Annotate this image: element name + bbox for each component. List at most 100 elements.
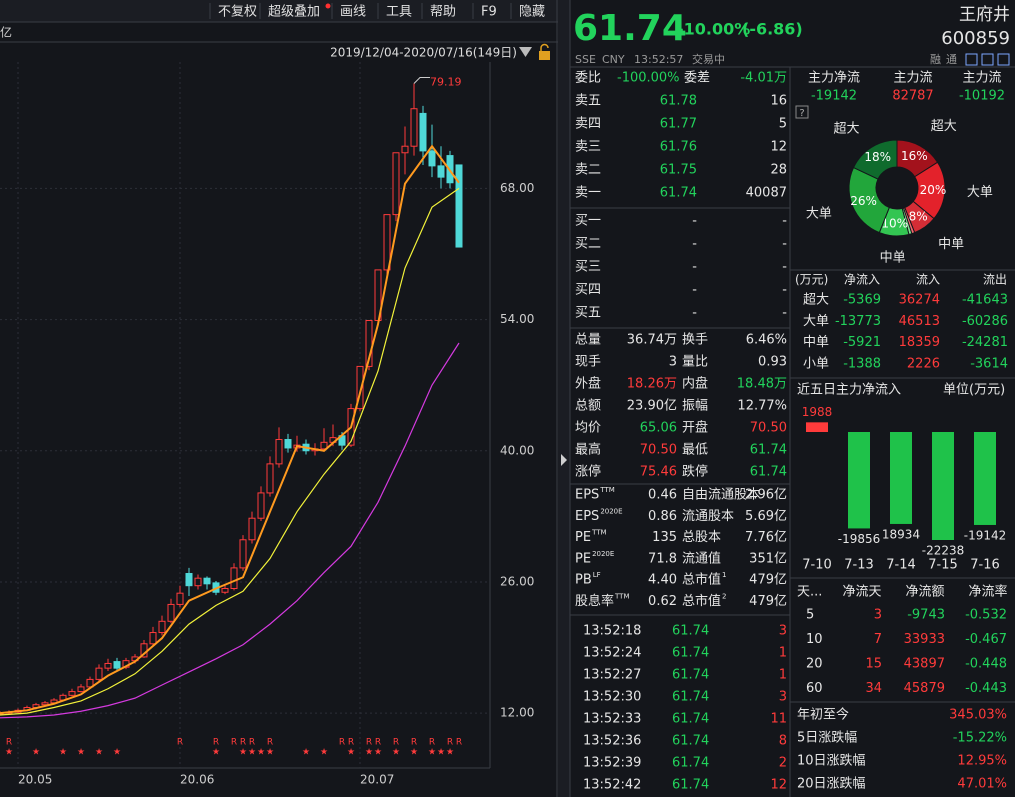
fund-label: EPS xyxy=(575,488,599,503)
order-volume: 5 xyxy=(779,117,787,132)
help-box[interactable] xyxy=(795,105,809,119)
tick-time: 13:52:24 xyxy=(583,646,641,661)
stat-label: 开盘 xyxy=(682,420,708,436)
table-label: 中单 xyxy=(803,335,829,350)
signal: R xyxy=(231,738,237,748)
signal: ★ xyxy=(32,748,40,758)
fund-value: 71.8 xyxy=(648,551,677,566)
stat-label: 现手 xyxy=(575,355,601,370)
toolbar-button[interactable]: 画线 xyxy=(340,5,366,20)
toolbar-button[interactable]: 不复权 xyxy=(218,4,257,20)
range-dropdown[interactable] xyxy=(519,47,532,57)
tick-time: 13:52:39 xyxy=(583,756,641,771)
stat-label: 总量 xyxy=(575,333,601,348)
toolbar-button[interactable]: 隐藏 xyxy=(519,5,545,20)
order-volume: - xyxy=(782,260,787,275)
return-value: 47.01% xyxy=(957,777,1007,792)
candle-body xyxy=(248,517,256,541)
candle-body xyxy=(113,661,121,669)
signal: ★ xyxy=(437,748,445,758)
high-leader xyxy=(413,77,430,84)
toolbar-button[interactable]: 帮助 xyxy=(430,5,456,20)
order-price: - xyxy=(692,306,697,321)
lock-icon[interactable] xyxy=(539,43,550,60)
fund-sup: 2020E xyxy=(600,507,622,515)
order-volume: 28 xyxy=(770,163,787,178)
order-level: 买二 xyxy=(575,237,601,252)
fund-value: 0.62 xyxy=(648,594,677,609)
toolbar-button[interactable]: 工具 xyxy=(386,5,412,20)
table-header: 流出 xyxy=(983,273,1007,287)
order-price: 61.78 xyxy=(660,94,697,109)
flow-label: 主力净流 xyxy=(808,71,860,86)
toolbar-button[interactable]: F9 xyxy=(481,5,497,20)
order-price: 61.77 xyxy=(660,117,697,132)
signal: ★ xyxy=(347,748,355,758)
flow-value: -10192 xyxy=(959,89,1005,104)
signal: ★ xyxy=(374,748,382,758)
signal: ★ xyxy=(59,748,67,758)
tick-price: 61.74 xyxy=(672,690,709,705)
fund-value: 4.40 xyxy=(648,573,677,588)
table-cell: -60286 xyxy=(962,314,1008,329)
fund-label: 总市值 xyxy=(682,593,721,609)
return-label: 5日涨跌幅 xyxy=(797,730,857,746)
tick-price: 61.74 xyxy=(672,646,709,661)
table-cell: 7 xyxy=(874,632,882,647)
tick-volume: 11 xyxy=(770,712,787,727)
stat-value: 65.06 xyxy=(640,421,677,436)
icon[interactable] xyxy=(981,53,994,66)
icon[interactable] xyxy=(997,53,1010,66)
signal: R xyxy=(249,738,255,748)
icon[interactable] xyxy=(965,53,978,66)
tick-volume: 8 xyxy=(779,734,787,749)
table-cell: -9743 xyxy=(907,608,945,623)
fund-value: 0.46 xyxy=(648,488,677,503)
help-icon[interactable]: ? xyxy=(799,108,804,119)
tick-volume: 12 xyxy=(770,778,787,793)
fund-label: 流通值 xyxy=(682,550,721,566)
collapse-bar[interactable] xyxy=(558,0,570,797)
label: 委比 xyxy=(575,71,601,86)
order-level: 卖五 xyxy=(575,94,601,109)
table-cell: 15 xyxy=(865,657,882,672)
fund-label: 自由流通股本 xyxy=(682,488,760,503)
order-level: 买五 xyxy=(575,306,601,321)
collapse-arrow[interactable] xyxy=(561,454,567,466)
signal: ★ xyxy=(257,748,265,758)
tick-price: 61.74 xyxy=(672,734,709,749)
donut-name: 超大 xyxy=(931,119,957,134)
fund-value: 135 xyxy=(652,530,677,545)
candle-body xyxy=(320,441,328,450)
candle-body xyxy=(419,112,427,152)
range-label: 2019/12/04-2020/07/16(149日) xyxy=(330,46,517,60)
donut-segment xyxy=(848,166,890,234)
donut-value-label: 10% xyxy=(881,216,908,230)
fund-label: PB xyxy=(575,573,592,588)
label: 委差 xyxy=(684,71,710,86)
signal: ★ xyxy=(428,748,436,758)
donut-name: 大单 xyxy=(806,206,832,221)
signal: R xyxy=(393,738,399,748)
fund-sup: TTM xyxy=(614,593,629,601)
table-cell: -0.532 xyxy=(965,608,1007,623)
stat-value: 61.74 xyxy=(750,443,787,458)
tick-time: 13:52:30 xyxy=(583,690,641,705)
return-label: 年初至今 xyxy=(797,707,849,723)
return-value: 12.95% xyxy=(957,754,1007,769)
candle-body xyxy=(68,691,76,696)
fund-sup: TTM xyxy=(591,529,606,537)
stat-value: 6.46% xyxy=(746,333,787,348)
signal: ★ xyxy=(446,748,454,758)
signal: R xyxy=(348,738,354,748)
table-header: 净流天 xyxy=(842,585,881,600)
signal: ★ xyxy=(239,748,247,758)
stat-label: 内盘 xyxy=(682,376,708,392)
order-level: 卖二 xyxy=(575,163,601,178)
toolbar-button[interactable]: 超级叠加 xyxy=(268,5,320,20)
fund-label: PE xyxy=(575,530,591,545)
stat-value: 70.50 xyxy=(750,421,787,436)
candle-body xyxy=(158,620,166,634)
